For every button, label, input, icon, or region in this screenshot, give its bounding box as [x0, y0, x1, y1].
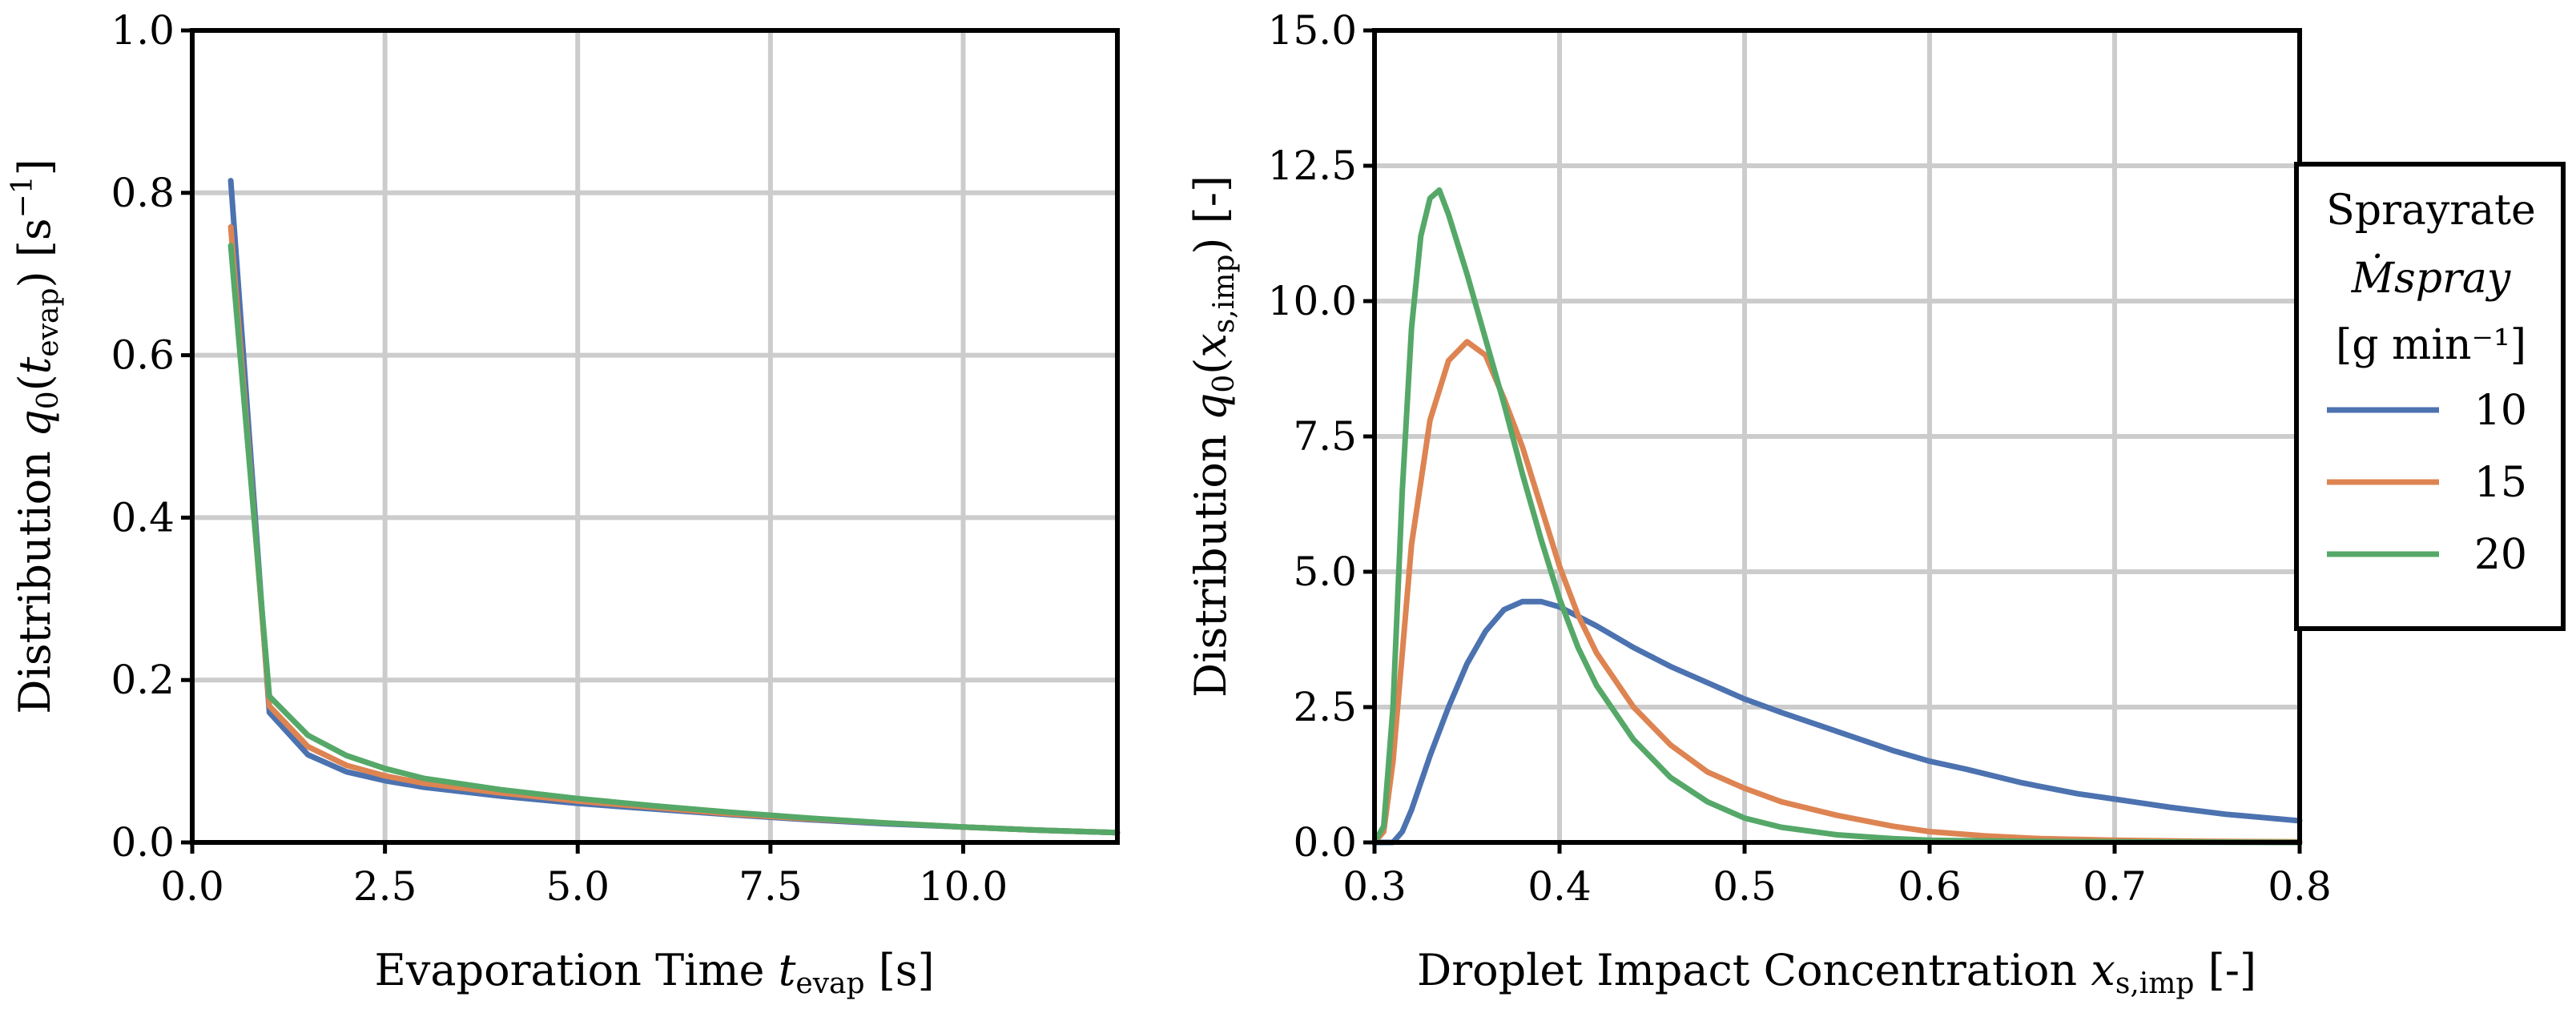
legend-frame	[2294, 162, 2566, 631]
left-ytick-label: 0.8	[111, 170, 175, 216]
left-ytick-label: 0.2	[111, 657, 175, 703]
left-ytick-label: 0.4	[111, 494, 175, 541]
legend-title-line-3: [g min⁻¹]	[2336, 321, 2526, 369]
right-xtick-label: 0.3	[1342, 863, 1407, 910]
right-xtick-label: 0.4	[1527, 863, 1592, 910]
right-tick-labels: 0.3 0.4 0.5 0.6 0.7 0.8 0.0 2.5 5.0 7.5 10.0 12.5 15…	[1268, 7, 2332, 910]
legend: Sprayrate Ṁspray [g min⁻¹] 10 15 20	[2294, 162, 2566, 631]
legend-title-line-2: Ṁspray	[2351, 254, 2511, 303]
right-xlabel: Droplet Impact Concentration xs,imp [-]	[1417, 945, 2256, 1000]
legend-label-15: 15	[2474, 459, 2527, 507]
left-xtick-label: 7.5	[739, 863, 803, 910]
legend-label-10: 10	[2474, 387, 2527, 435]
right-series-line-20	[1371, 187, 2303, 846]
right-ytick-label: 15.0	[1268, 7, 1357, 54]
left-xtick-label: 5.0	[545, 863, 610, 910]
right-ytick-label: 10.0	[1268, 278, 1357, 324]
left-grid	[190, 28, 1117, 845]
left-xtick-label: 0.0	[160, 863, 224, 910]
legend-label-20: 20	[2474, 531, 2527, 579]
left-xtick-label: 2.5	[353, 863, 417, 910]
legend-title-line-1: Sprayrate	[2326, 187, 2536, 235]
right-series-line-15	[1371, 339, 2303, 846]
right-xtick-label: 0.7	[2083, 863, 2147, 910]
left-chart: 0.0 2.5 5.0 7.5 10.0 0.0 0.2 0.4 0.6 0.8 1.0 Evapo…	[6, 7, 1121, 1000]
left-ytick-label: 0.6	[111, 332, 175, 379]
left-xlabel: Evaporation Time tevap [s]	[374, 945, 934, 1000]
right-chart: 0.3 0.4 0.5 0.6 0.7 0.8 0.0 2.5 5.0 7.5 10.0 12.5 15…	[1185, 7, 2566, 1000]
legend-entries: 10 15 20	[2327, 387, 2527, 579]
left-tick-labels: 0.0 2.5 5.0 7.5 10.0 0.0 0.2 0.4 0.6 0.8 1.0	[111, 7, 1008, 910]
left-ylabel: Distribution q0(tevap) [s−1]	[6, 159, 65, 713]
left-series-line-15	[227, 223, 1121, 836]
left-plot-frame	[190, 28, 1120, 845]
left-series-line-20	[227, 243, 1121, 836]
right-xtick-label: 0.5	[1713, 863, 1777, 910]
left-xtick-label: 10.0	[919, 863, 1008, 910]
right-xtick-label: 0.8	[2268, 863, 2332, 910]
right-xtick-label: 0.6	[1898, 863, 1962, 910]
right-ytick-label: 7.5	[1293, 413, 1357, 460]
right-series-line-10	[1371, 598, 2303, 846]
right-ytick-label: 12.5	[1268, 143, 1357, 189]
left-series-line-10	[227, 178, 1121, 836]
right-ytick-label: 0.0	[1293, 819, 1357, 866]
right-ylabel: Distribution q0(xs,imp) [-]	[1185, 175, 1241, 697]
left-ytick-label: 0.0	[111, 819, 175, 866]
left-ytick-label: 1.0	[111, 7, 175, 54]
right-ytick-label: 2.5	[1293, 684, 1357, 730]
left-series-lines	[227, 178, 1121, 836]
right-series-lines	[1371, 187, 2303, 846]
right-ytick-label: 5.0	[1293, 549, 1357, 595]
